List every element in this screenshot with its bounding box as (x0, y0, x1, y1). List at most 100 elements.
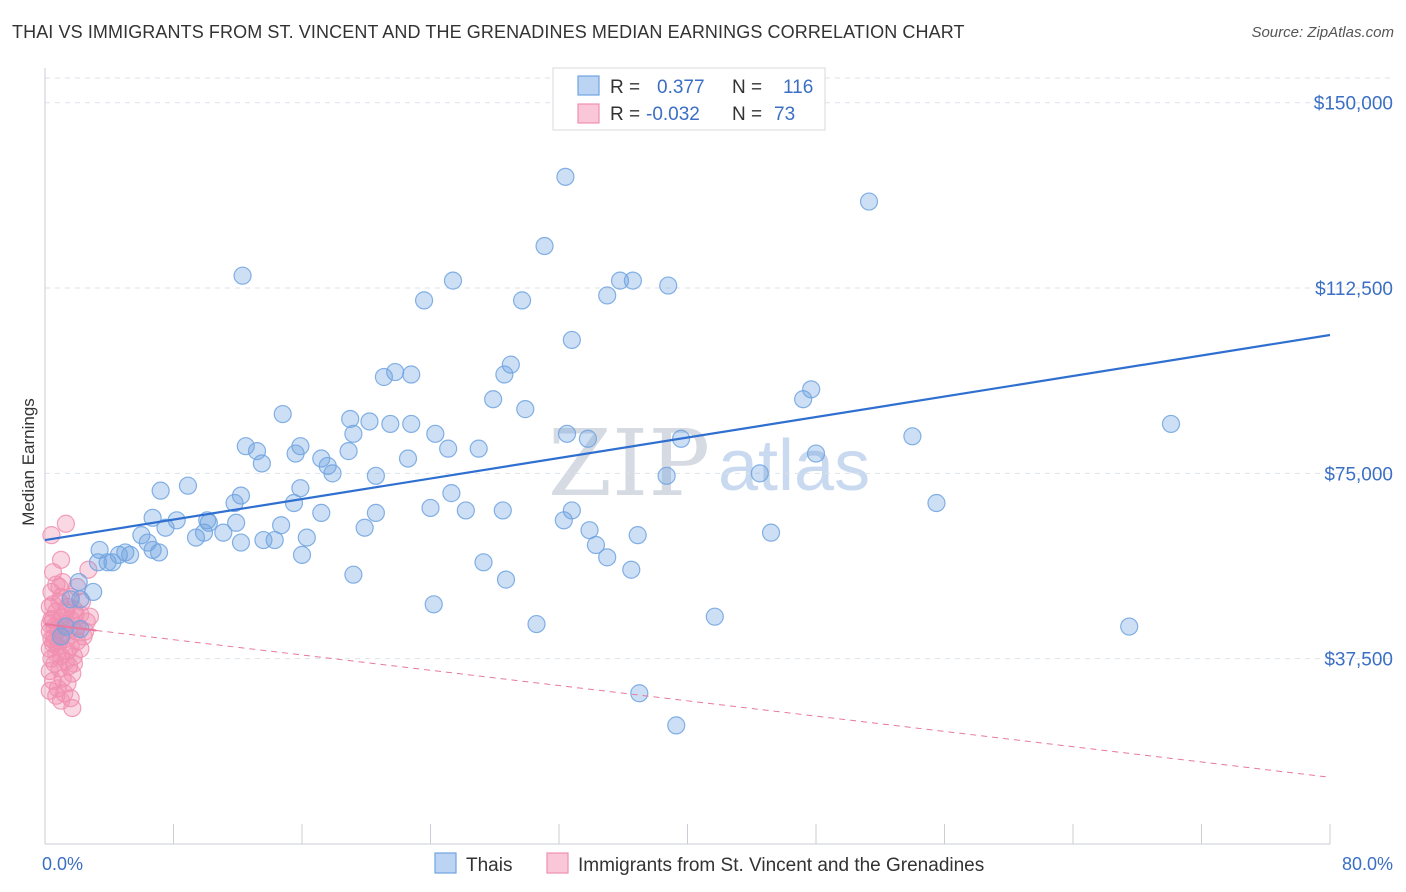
thais-point (214, 523, 233, 542)
thais-point (495, 365, 514, 384)
series-legend-label-thais: Thais (466, 855, 512, 876)
thais-point (667, 716, 686, 735)
immigrants-point (76, 622, 95, 641)
thais-point (628, 526, 647, 545)
thais-point (586, 535, 606, 555)
chart-source: Source: ZipAtlas.com (1251, 24, 1394, 41)
thais-point (344, 424, 363, 443)
chart-title: THAI VS IMMIGRANTS FROM ST. VINCENT AND … (12, 22, 965, 42)
thais-point (426, 424, 445, 443)
y-tick-label: $112,500 (1315, 279, 1393, 300)
thais-point (562, 330, 581, 350)
thais-point (149, 543, 169, 562)
legend-r-value-1: 0.377 (657, 77, 705, 98)
series-immigrants-points (40, 514, 100, 718)
thais-point (398, 449, 418, 468)
thais-point (236, 437, 255, 456)
legend-swatch-immigrants (577, 103, 600, 124)
thais-point (622, 560, 641, 579)
thais-point (273, 404, 292, 424)
thais-point (231, 533, 251, 552)
thais-point (474, 553, 493, 572)
y-tick-label: $150,000 (1314, 94, 1393, 115)
thais-point (554, 511, 573, 530)
thais-point (501, 355, 520, 374)
thais-point (252, 454, 271, 473)
thais-point (61, 590, 80, 609)
thais-point (496, 570, 516, 589)
x-tick-label: 0.0% (42, 854, 83, 874)
thais-point (623, 271, 642, 290)
thais-point (1161, 414, 1181, 434)
thais-point (443, 271, 463, 290)
legend-r-label-2: R = (610, 104, 640, 125)
thais-point (424, 595, 443, 614)
thais-point (178, 476, 198, 495)
thais-point (69, 572, 88, 592)
legend-n-value-1: 116 (783, 77, 813, 98)
thais-point (156, 518, 175, 537)
thais-point (265, 530, 284, 550)
thais-point (225, 493, 244, 513)
y-tick-labels: $37,500 $75,000 $112,500 $150,000 (1314, 94, 1393, 671)
thais-point (806, 444, 826, 463)
thais-point (493, 501, 512, 520)
thais-point (366, 466, 385, 485)
thais-point (442, 484, 461, 503)
thais-point (598, 286, 617, 305)
thais-point (186, 528, 206, 547)
y-tick-label: $75,000 (1324, 464, 1393, 485)
thais-point (414, 291, 434, 310)
thais-point (312, 503, 331, 522)
thais-point (132, 526, 151, 545)
thais-point (705, 607, 724, 626)
legend-swatch-thais (577, 75, 600, 96)
thais-point (578, 429, 598, 448)
thais-point (402, 365, 421, 384)
thais-point (657, 466, 676, 485)
thais-point (439, 439, 458, 458)
trend-lines (44, 333, 1331, 778)
thais-point (381, 414, 400, 434)
thais-point (794, 390, 813, 409)
series-thais-points (51, 167, 1181, 735)
thais-point (512, 291, 532, 310)
series-legend-swatch-thais (434, 852, 457, 874)
thais-point (151, 481, 170, 500)
thais-point (1120, 617, 1139, 636)
thais-point (456, 501, 475, 520)
thais-point (374, 367, 394, 387)
watermark: ZIP atlas (548, 410, 870, 517)
thais-point (610, 271, 630, 290)
thais-point (630, 684, 649, 703)
thais-point (360, 412, 379, 431)
legend-n-value-2: 73 (774, 104, 795, 125)
thais-point (761, 523, 781, 542)
series-legend-label-immigrants: Immigrants from St. Vincent and the Gren… (578, 855, 984, 876)
thais-point (227, 513, 246, 532)
thais-point (535, 236, 554, 256)
thais-point (292, 545, 312, 564)
thais-point (859, 192, 879, 211)
legend-n-label-2: N = (732, 104, 762, 125)
thais-point (527, 614, 546, 634)
legend-r-value-2: -0.032 (646, 104, 700, 125)
x-tick-labels: 0.0% 80.0% (42, 854, 1393, 874)
series-legend: Thais Immigrants from St. Vincent and th… (434, 852, 984, 876)
thais-point (421, 498, 440, 518)
legend-n-label-1: N = (732, 77, 762, 98)
axes (44, 68, 1331, 845)
thais-point (366, 503, 385, 522)
thais-point (121, 545, 140, 564)
watermark-atlas: atlas (718, 426, 870, 506)
watermark-zip: ZIP (548, 410, 710, 517)
x-tick-label: 80.0% (1342, 854, 1393, 874)
stats-legend: R = 0.377 N = 116 R = -0.032 N = 73 (552, 67, 826, 131)
thais-point (312, 449, 331, 468)
gridlines (45, 77, 1395, 660)
thais-point (231, 486, 251, 505)
thais-point (402, 414, 421, 434)
thais-point (341, 409, 360, 429)
immigrants-point (64, 654, 84, 673)
thais-point (51, 627, 71, 646)
